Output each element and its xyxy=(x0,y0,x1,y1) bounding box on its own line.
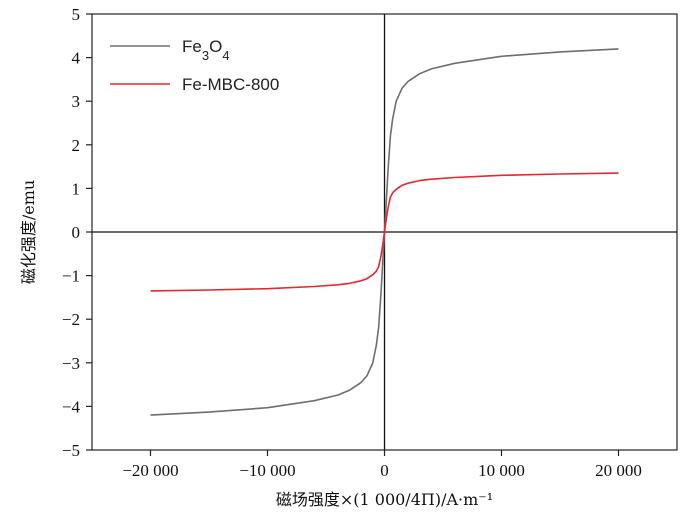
series-layer xyxy=(150,48,619,416)
y-tick-label: −3 xyxy=(62,354,80,373)
series-line-fe-mbc-800 xyxy=(150,172,619,292)
legend-label-fe-mbc-800: Fe-MBC-800 xyxy=(182,75,279,94)
y-tick-label: 3 xyxy=(72,92,81,111)
legend-subscript: 3 xyxy=(202,48,209,63)
axis-ticks: −20 000 −10 000 0 10 000 20 000 −5 −4 −3 −2 −1 0 1 2… xyxy=(62,5,642,480)
y-tick-label: 1 xyxy=(72,179,81,198)
x-tick-label: −10 000 xyxy=(239,461,295,480)
y-tick-label: 0 xyxy=(72,223,81,242)
y-tick-label: −4 xyxy=(62,397,81,416)
y-tick-label: 2 xyxy=(72,136,81,155)
legend-subscript: 4 xyxy=(222,48,229,63)
y-tick-label: 4 xyxy=(72,49,81,68)
y-axis-label: 磁化强度/emu xyxy=(19,180,38,284)
x-tick-label: 20 000 xyxy=(595,461,642,480)
x-tick-label: 0 xyxy=(380,461,389,480)
y-tick-label: −2 xyxy=(62,310,80,329)
legend: Fe3O4 Fe-MBC-800 xyxy=(110,37,279,94)
legend-label-fe3o4: Fe3O4 xyxy=(182,37,230,63)
y-tick-label: −5 xyxy=(62,441,80,460)
legend-text-part: Fe xyxy=(182,37,202,56)
legend-text-part: O xyxy=(209,37,222,56)
y-tick-label: −1 xyxy=(62,267,80,286)
y-tick-label: 5 xyxy=(72,5,81,24)
x-tick-label: 10 000 xyxy=(478,461,525,480)
x-tick-label: −20 000 xyxy=(122,461,178,480)
x-axis-label: 磁场强度×(1 000/4Π)/A·m⁻¹ xyxy=(276,490,493,509)
